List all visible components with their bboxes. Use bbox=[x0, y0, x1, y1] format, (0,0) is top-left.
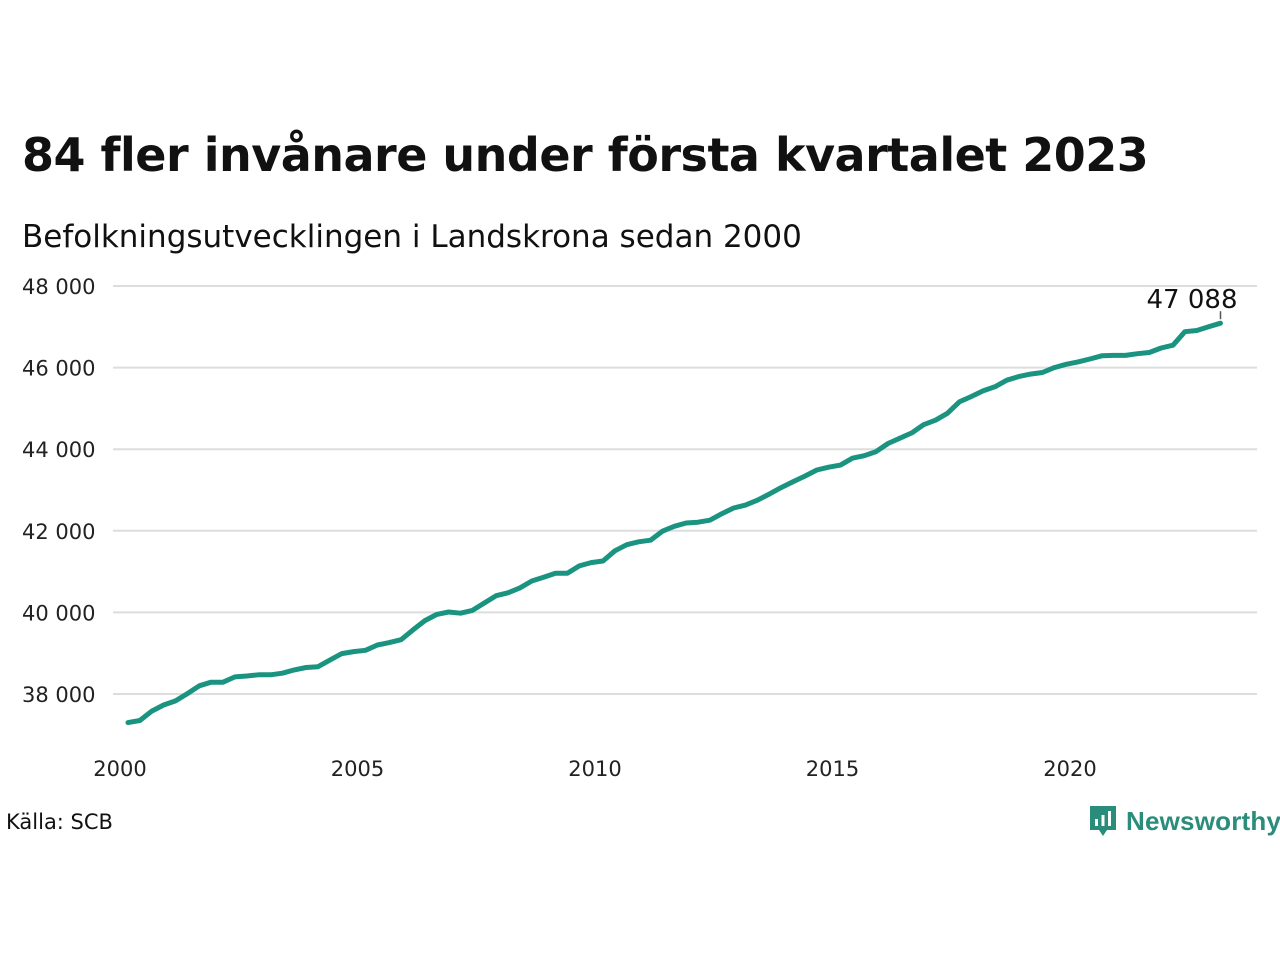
gridlines bbox=[113, 285, 1257, 695]
y-tick-label: 40 000 bbox=[22, 601, 95, 625]
population-line bbox=[125, 320, 1223, 726]
x-tick-label: 2010 bbox=[568, 757, 621, 781]
newsworthy-brand[interactable]: Newsworthy bbox=[1088, 804, 1280, 838]
x-tick-label: 2020 bbox=[1043, 757, 1096, 781]
y-axis-labels: 38 000 40 000 42 000 44 000 46 000 48 000 bbox=[22, 275, 95, 707]
x-axis-labels: 2000 2005 2010 2015 2020 bbox=[93, 757, 1096, 781]
line-chart: 38 000 40 000 42 000 44 000 46 000 48 000 200… bbox=[22, 275, 1257, 781]
chart-subtitle: Befolkningsutvecklingen i Landskrona sed… bbox=[22, 219, 802, 255]
x-tick-label: 2000 bbox=[93, 757, 146, 781]
end-value-label: 47 088 bbox=[1147, 285, 1238, 315]
x-tick-label: 2015 bbox=[806, 757, 859, 781]
y-tick-label: 38 000 bbox=[22, 683, 95, 707]
x-tick-label: 2005 bbox=[331, 757, 384, 781]
series-layer bbox=[125, 320, 1223, 726]
brand-name: Newsworthy bbox=[1126, 805, 1280, 836]
y-tick-label: 48 000 bbox=[22, 275, 95, 299]
y-tick-label: 44 000 bbox=[22, 438, 95, 462]
source-note: Källa: SCB bbox=[6, 810, 113, 834]
y-tick-label: 42 000 bbox=[22, 520, 95, 544]
newsworthy-logo-icon bbox=[1090, 806, 1116, 836]
chart-title: 84 fler invånare under första kvartalet … bbox=[22, 128, 1149, 182]
annotations: 47 088 bbox=[1147, 285, 1238, 320]
y-tick-label: 46 000 bbox=[22, 357, 95, 381]
